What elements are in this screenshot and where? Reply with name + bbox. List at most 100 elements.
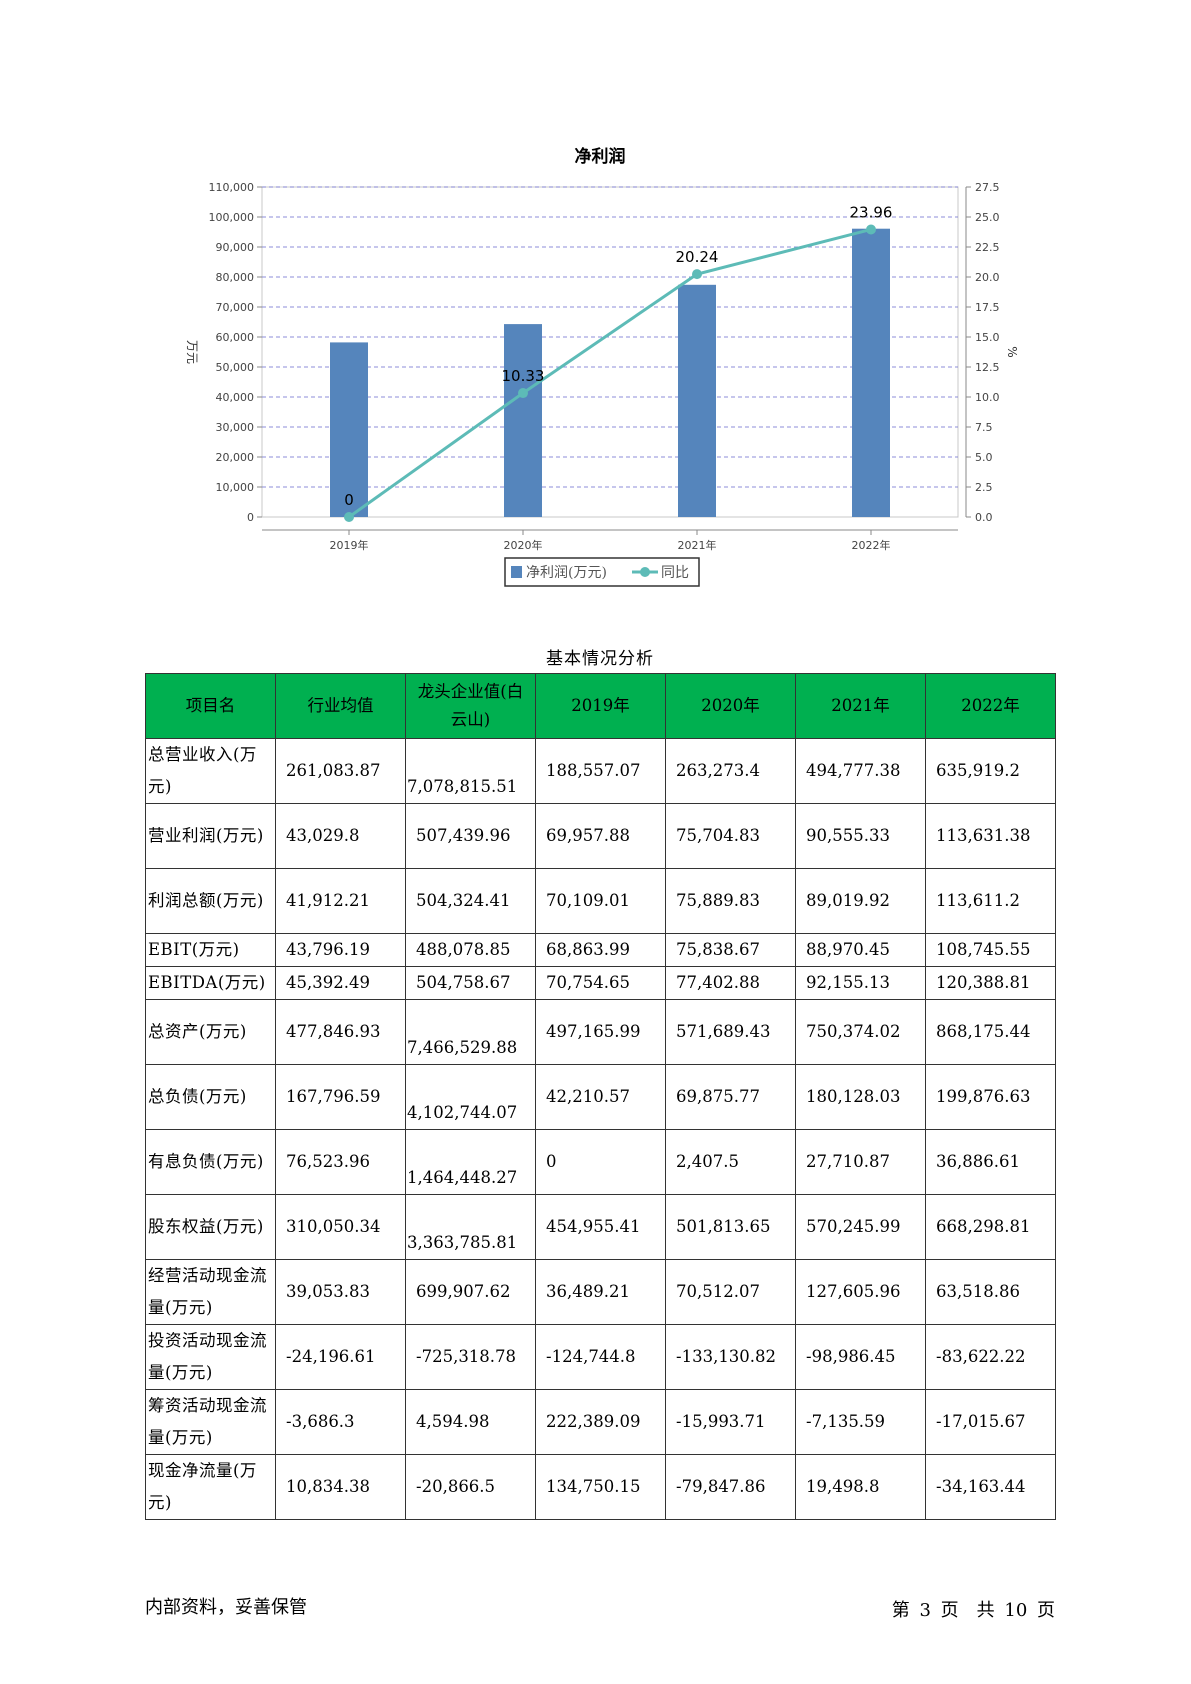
table-cell: 69,875.77	[665, 1064, 796, 1130]
table-cell: 120,388.81	[925, 966, 1056, 1000]
table-cell: 180,128.03	[795, 1064, 926, 1130]
y-tick-label: 60,000	[216, 331, 255, 344]
bar-net-profit	[330, 342, 368, 517]
legend-box	[504, 557, 700, 587]
y2-tick-label: 12.5	[975, 361, 1000, 374]
y-tick-label: 0	[247, 511, 254, 524]
y2-tick-label: 7.5	[975, 421, 993, 434]
table-header-cell: 2019年	[535, 673, 666, 739]
table-cell: 43,796.19	[275, 933, 406, 967]
table-cell: 504,758.67	[405, 966, 536, 1000]
table-row: 总资产(万元) 477,846.93 7,466,529.88 497,165.99 5…	[145, 999, 1056, 1065]
table-cell: 134,750.15	[535, 1454, 666, 1520]
table-cell: -83,622.22	[925, 1324, 1056, 1390]
table-cell: 494,777.38	[795, 738, 926, 804]
table-cell: 43,029.8	[275, 803, 406, 869]
chart-title: 净利润	[575, 146, 626, 167]
table-cell: 70,512.07	[665, 1259, 796, 1325]
table-cell: 4,102,744.07	[405, 1064, 536, 1130]
data-label-yoy: 10.33	[502, 367, 545, 385]
y-tick-label: 10,000	[216, 481, 255, 494]
table-cell: -7,135.59	[795, 1389, 926, 1455]
table-cell: 63,518.86	[925, 1259, 1056, 1325]
table-header-cell: 2020年	[665, 673, 796, 739]
table-cell: 92,155.13	[795, 966, 926, 1000]
y2-tick-label: 0.0	[975, 511, 993, 524]
table-cell: 77,402.88	[665, 966, 796, 1000]
table-cell: 70,754.65	[535, 966, 666, 1000]
bar-net-profit	[504, 324, 542, 517]
row-label: 投资活动现金流量(万元)	[145, 1324, 276, 1390]
table-cell: -133,130.82	[665, 1324, 796, 1390]
row-label: 总负债(万元)	[145, 1064, 276, 1130]
table-cell: 41,912.21	[275, 868, 406, 934]
table-row: EBITDA(万元) 45,392.49 504,758.67 70,754.65 77…	[145, 966, 1056, 1000]
legend-label-line: 同比	[661, 565, 689, 581]
table-cell: 868,175.44	[925, 999, 1056, 1065]
y-tick-label: 20,000	[216, 451, 255, 464]
table-cell: 501,813.65	[665, 1194, 796, 1260]
table-cell: 76,523.96	[275, 1129, 406, 1195]
table-cell: -34,163.44	[925, 1454, 1056, 1520]
line-point-yoy	[866, 224, 876, 235]
y-tick-label: 110,000	[209, 181, 255, 194]
y2-tick-label: 5.0	[975, 451, 993, 464]
y2-tick-label: 20.0	[975, 271, 1000, 284]
table-row: 总负债(万元) 167,796.59 4,102,744.07 42,210.57 69…	[145, 1064, 1056, 1130]
table-cell: 504,324.41	[405, 868, 536, 934]
bar-net-profit	[678, 284, 716, 517]
table-cell: 70,109.01	[535, 868, 666, 934]
row-label: EBITDA(万元)	[145, 966, 276, 1000]
table-cell: 497,165.99	[535, 999, 666, 1065]
table-row: 经营活动现金流量(万元) 39,053.83 699,907.62 36,489.21…	[145, 1259, 1056, 1325]
table-cell: 571,689.43	[665, 999, 796, 1065]
legend-swatch-bar	[511, 566, 522, 578]
table-row: 投资活动现金流量(万元) -24,196.61 -725,318.78 -124,74…	[145, 1324, 1056, 1390]
y-tick-label: 90,000	[216, 241, 255, 254]
table-header-cell: 行业均值	[275, 673, 406, 739]
table-cell: 4,594.98	[405, 1389, 536, 1455]
table-header-cell: 龙头企业值(白云山)	[405, 673, 536, 739]
row-label: 筹资活动现金流量(万元)	[145, 1389, 276, 1455]
table-cell: 454,955.41	[535, 1194, 666, 1260]
table-cell: 699,907.62	[405, 1259, 536, 1325]
table-header-row: 项目名 行业均值 龙头企业值(白云山) 2019年 2020年 2021年 2022年	[145, 673, 1056, 739]
table-cell: -98,986.45	[795, 1324, 926, 1390]
y-tick-label: 80,000	[216, 271, 255, 284]
table-row: 现金净流量(万元) 10,834.38 -20,866.5 134,750.15 -79…	[145, 1454, 1056, 1520]
table-header-cell: 项目名	[145, 673, 276, 739]
legend-label-bar: 净利润(万元)	[526, 565, 607, 581]
table-cell: 19,498.8	[795, 1454, 926, 1520]
row-label: 现金净流量(万元)	[145, 1454, 276, 1520]
table-cell: 477,846.93	[275, 999, 406, 1065]
table-cell: 222,389.09	[535, 1389, 666, 1455]
line-point-yoy	[692, 269, 702, 280]
table-cell: 263,273.4	[665, 738, 796, 804]
y-tick-label: 30,000	[216, 421, 255, 434]
table-cell: 7,078,815.51	[405, 738, 536, 804]
y2-tick-label: 2.5	[975, 481, 993, 494]
table-cell: 3,363,785.81	[405, 1194, 536, 1260]
row-label: 经营活动现金流量(万元)	[145, 1259, 276, 1325]
table-cell: 36,489.21	[535, 1259, 666, 1325]
y2-tick-label: 25.0	[975, 211, 1000, 224]
x-tick-label: 2021年	[678, 538, 717, 552]
table-cell: 507,439.96	[405, 803, 536, 869]
table-cell: 39,053.83	[275, 1259, 406, 1325]
line-yoy	[348, 228, 872, 519]
table-row: 利润总额(万元) 41,912.21 504,324.41 70,109.01 75,8…	[145, 868, 1056, 934]
row-label: 营业利润(万元)	[145, 803, 276, 869]
table-cell: 488,078.85	[405, 933, 536, 967]
table-cell: 635,919.2	[925, 738, 1056, 804]
table-cell: 113,631.38	[925, 803, 1056, 869]
y2-tick-label: 15.0	[975, 331, 1000, 344]
row-label: 总营业收入(万元)	[145, 738, 276, 804]
table-cell: 75,889.83	[665, 868, 796, 934]
data-label-yoy: 0	[344, 491, 354, 509]
table-cell: 108,745.55	[925, 933, 1056, 967]
table-cell: 167,796.59	[275, 1064, 406, 1130]
y-tick-label: 40,000	[216, 391, 255, 404]
x-tick-label: 2020年	[504, 538, 543, 552]
table-cell: -3,686.3	[275, 1389, 406, 1455]
row-label: 股东权益(万元)	[145, 1194, 276, 1260]
